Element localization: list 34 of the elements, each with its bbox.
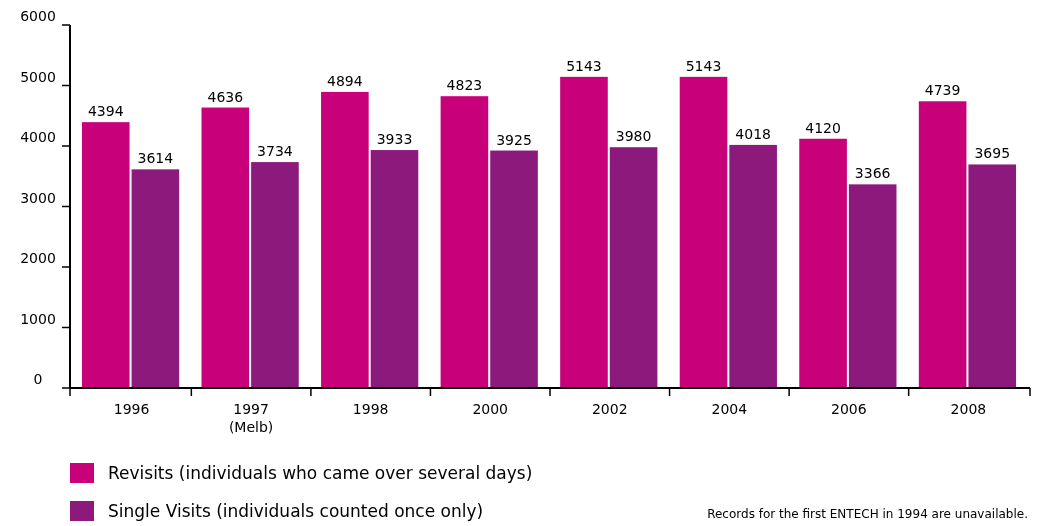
data-label: 4894 xyxy=(327,72,363,89)
data-label: 3980 xyxy=(615,128,652,145)
data-label: 3366 xyxy=(854,165,891,182)
y-tick-label: 3000 xyxy=(20,189,56,206)
data-label: 5143 xyxy=(685,57,722,74)
data-label: 4636 xyxy=(207,88,244,105)
y-tick-label: 0 xyxy=(33,371,43,387)
x-tick-label: 2000 xyxy=(472,401,509,417)
legend-label: Single Visits (individuals counted once only) xyxy=(108,501,484,521)
y-tick-label: 4000 xyxy=(20,129,56,145)
y-tick-label: 5000 xyxy=(20,68,56,85)
data-label: 3695 xyxy=(974,145,1011,162)
x-tick-label: 2002 xyxy=(591,401,628,417)
x-tick-label: 2008 xyxy=(950,401,987,417)
text: Records for the first ENTECH in 1994 are unavailable. xyxy=(707,507,1028,521)
x-tick-label: 2004 xyxy=(711,401,748,417)
data-label: 4394 xyxy=(87,103,124,120)
legend-label: Revisits (individuals who came over several days) xyxy=(108,463,533,483)
data-label: 4823 xyxy=(446,77,483,94)
data-label: 3933 xyxy=(376,131,413,148)
data-label: 4739 xyxy=(924,82,961,99)
data-label: 3734 xyxy=(257,143,293,160)
x-tick-label: 1998 xyxy=(352,401,389,417)
y-tick-label: 1000 xyxy=(20,310,56,327)
y-tick-label: 2000 xyxy=(20,250,56,266)
x-tick-label: 2006 xyxy=(831,401,867,417)
x-tick-label: 1996 xyxy=(113,401,150,417)
y-tick-label: 6000 xyxy=(20,8,56,24)
data-label: 3925 xyxy=(496,131,532,148)
data-label: 5143 xyxy=(566,57,602,74)
data-label: 4120 xyxy=(805,119,841,136)
data-label: 4018 xyxy=(735,125,771,142)
x-tick-label: 1997 (Melb) xyxy=(228,401,274,435)
data-label: 3614 xyxy=(137,150,174,167)
